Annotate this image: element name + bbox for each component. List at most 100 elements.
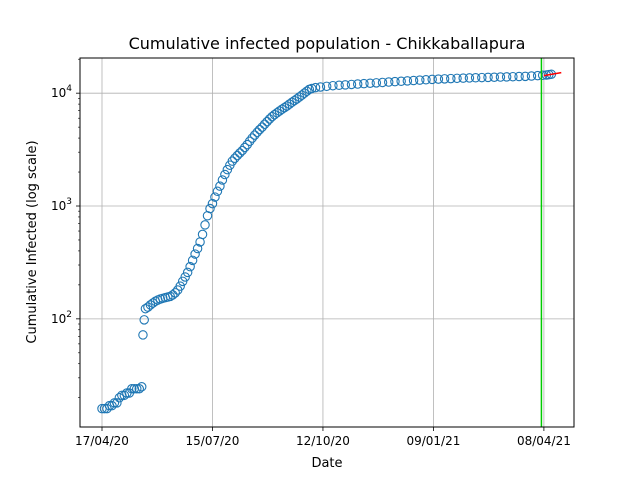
data-point	[220, 169, 230, 180]
data-point	[520, 71, 531, 82]
data-point	[102, 403, 112, 414]
data-point	[489, 72, 499, 82]
y-tick-label: 103	[51, 197, 72, 213]
data-point	[182, 267, 193, 278]
data-point	[446, 73, 456, 84]
data-point	[359, 78, 369, 89]
trend-segment	[543, 71, 562, 77]
data-point	[259, 119, 270, 130]
data-point	[252, 127, 262, 138]
x-tick-label: 15/07/20	[186, 434, 240, 448]
data-point	[168, 290, 178, 300]
data-point	[452, 73, 462, 84]
y-axis-ticks: 102 103 104	[51, 58, 80, 399]
data-point	[390, 76, 400, 87]
x-tick-label: 08/04/21	[517, 434, 571, 448]
data-point	[289, 95, 300, 106]
data-point	[138, 330, 148, 340]
data-point	[279, 102, 290, 113]
data-point	[262, 116, 272, 127]
data-point	[107, 400, 117, 411]
data-point	[402, 76, 413, 86]
data-point	[495, 72, 506, 82]
data-point	[192, 243, 203, 254]
data-point	[185, 261, 195, 272]
data-point	[207, 198, 218, 209]
data-point	[340, 80, 351, 90]
data-point	[396, 76, 406, 87]
data-point	[284, 99, 295, 109]
data-point	[197, 229, 208, 240]
data-point	[334, 80, 344, 91]
data-point	[132, 384, 142, 394]
data-point	[254, 124, 265, 135]
data-point	[377, 77, 388, 88]
x-tick-label: 17/04/20	[75, 434, 129, 448]
data-point	[274, 106, 285, 116]
data-point	[501, 72, 512, 82]
data-point	[464, 73, 475, 83]
data-point	[114, 392, 125, 403]
data-point	[321, 81, 332, 92]
data-point	[272, 108, 282, 118]
data-point	[210, 192, 220, 202]
data-point	[421, 75, 431, 85]
data-point	[235, 148, 245, 158]
data-point	[134, 384, 144, 394]
data-point	[477, 72, 487, 83]
data-point	[136, 382, 147, 392]
data-point	[227, 156, 238, 166]
x-tick-label: 12/10/20	[296, 434, 350, 448]
data-point	[328, 80, 338, 91]
data-point	[109, 398, 120, 408]
data-point	[230, 153, 240, 164]
data-point	[222, 164, 233, 175]
data-point	[129, 384, 140, 394]
data-point	[145, 300, 156, 310]
data-point	[148, 298, 158, 308]
data-point	[239, 142, 250, 153]
data-point	[315, 82, 326, 92]
data-point	[170, 288, 180, 298]
grid	[80, 58, 574, 427]
data-point	[310, 82, 321, 93]
data-point	[415, 75, 425, 85]
x-tick-label: 09/01/21	[406, 434, 460, 448]
data-point	[371, 78, 382, 88]
data-points	[97, 69, 557, 414]
data-point	[433, 74, 444, 84]
data-point	[483, 72, 493, 83]
data-point	[244, 136, 255, 146]
data-point	[237, 145, 248, 156]
data-point	[352, 79, 363, 89]
data-point	[302, 86, 312, 97]
data-point	[508, 71, 518, 82]
data-point	[165, 291, 176, 302]
data-point	[190, 249, 200, 259]
data-point	[346, 79, 357, 90]
data-point	[127, 384, 137, 394]
y-axis-label: Cumulative Infected (log scale)	[25, 140, 40, 343]
data-point	[180, 272, 190, 282]
data-point	[408, 75, 419, 86]
data-point	[200, 220, 210, 230]
y-tick-label: 102	[51, 310, 72, 326]
data-point	[287, 97, 297, 108]
data-point	[139, 315, 149, 325]
data-point	[514, 71, 524, 82]
data-point	[439, 74, 450, 84]
chart-title: Cumulative infected population - Chikkab…	[129, 34, 526, 53]
x-axis-ticks: 17/04/20 15/07/20 12/10/20 09/01/21 08/04/21	[75, 427, 571, 448]
data-point	[264, 114, 275, 124]
y-tick-label: 104	[51, 84, 72, 100]
data-point	[232, 150, 243, 161]
data-point	[383, 77, 394, 87]
plot-frame	[79, 57, 575, 428]
data-point	[249, 130, 260, 140]
data-point	[277, 104, 287, 115]
data-point	[247, 133, 257, 143]
data-point	[119, 390, 130, 401]
trend-line	[543, 71, 562, 77]
data-point	[458, 73, 468, 83]
